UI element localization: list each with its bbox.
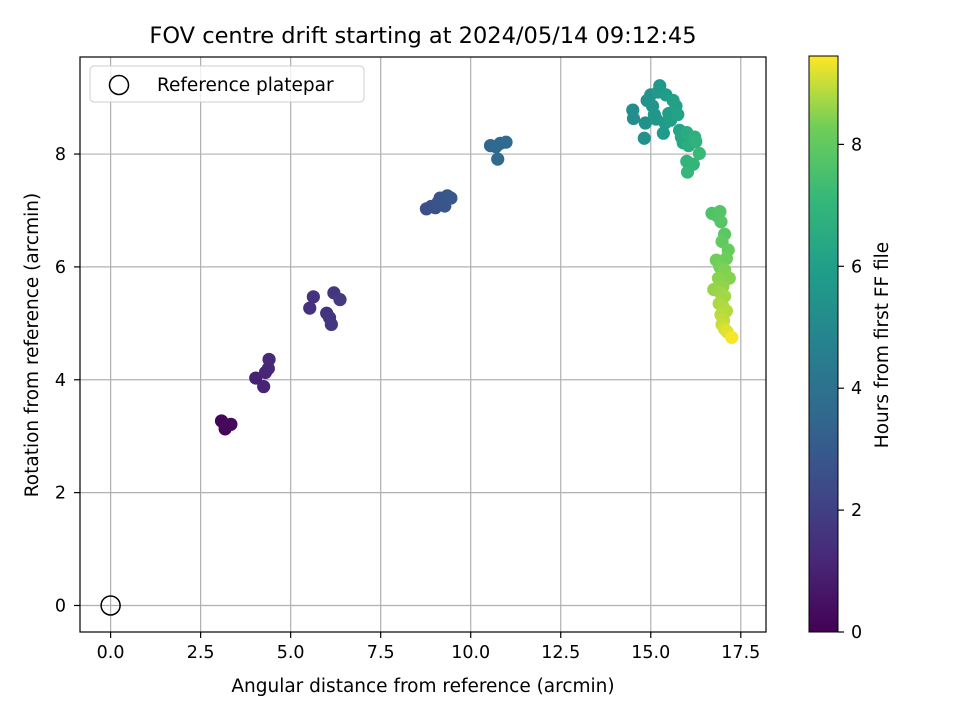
colorbar-tick-label: 8 [851, 135, 862, 155]
legend-entry-reference: Reference platepar [157, 75, 334, 96]
x-tick-label: 15.0 [631, 643, 670, 663]
scatter-point [638, 116, 652, 130]
x-tick-label: 12.5 [541, 643, 580, 663]
scatter-point [626, 111, 641, 126]
scatter-point [692, 146, 706, 161]
legend: Reference platepar [89, 65, 365, 103]
scatter-point [444, 191, 458, 205]
scatter-point [686, 157, 700, 171]
legend-marker [108, 74, 130, 96]
y-tick-label: 2 [55, 484, 66, 504]
y-axis-label: Rotation from reference (arcmin) [22, 193, 43, 497]
scatter-point [224, 417, 238, 431]
colorbar-label: Hours from first FF file [872, 242, 893, 448]
scatter-point [637, 131, 651, 145]
x-tick-label: 0.0 [97, 643, 125, 663]
y-axis-ticks: 0 2 4 6 8 [55, 145, 80, 616]
y-tick-label: 8 [55, 145, 66, 165]
colorbar-ticks: 0 2 4 6 8 [838, 135, 862, 643]
x-axis-label: Angular distance from reference (arcmin) [231, 676, 614, 697]
colorbar-tick-label: 4 [851, 379, 862, 399]
scatter-point [303, 301, 317, 315]
x-tick-label: 10.0 [451, 643, 490, 663]
legend-box [89, 65, 365, 103]
scatter-point [324, 317, 338, 332]
y-tick-label: 6 [55, 258, 66, 278]
scatter-point [491, 152, 505, 166]
grid-lines [80, 57, 766, 632]
scatter-point [306, 290, 320, 304]
colorbar-tick-label: 0 [851, 623, 862, 643]
x-tick-label: 2.5 [187, 643, 215, 663]
colorbar-tick-label: 6 [851, 257, 862, 277]
x-axis-ticks: 0.0 2.5 5.0 7.5 10.0 12.5 15.0 17.5 [97, 632, 760, 663]
scatter-point [714, 215, 728, 229]
scatter-point [671, 107, 685, 122]
plot-frame [79, 56, 767, 633]
x-tick-label: 5.0 [277, 643, 305, 663]
scatter-point [725, 330, 739, 345]
scatter-point [262, 352, 276, 367]
x-tick-label: 17.5 [721, 643, 760, 663]
scatter-points [214, 79, 739, 436]
y-tick-label: 4 [55, 371, 66, 391]
y-tick-label: 0 [55, 596, 66, 616]
scatter-point [656, 126, 670, 140]
scatter-point [257, 379, 271, 394]
scatter-point [713, 205, 727, 219]
colorbar-gradient [808, 55, 839, 633]
colorbar: 0 2 4 6 8 Hours from first FF file [808, 55, 893, 643]
reference-marker [100, 595, 121, 616]
scatter-point [499, 135, 513, 149]
scatter-point [333, 293, 347, 307]
scatter-point [249, 371, 263, 385]
chart-title: FOV centre drift starting at 2024/05/14 … [149, 23, 696, 49]
colorbar-tick-label: 2 [851, 501, 862, 521]
x-tick-label: 7.5 [367, 643, 395, 663]
scatter-point [689, 135, 703, 149]
